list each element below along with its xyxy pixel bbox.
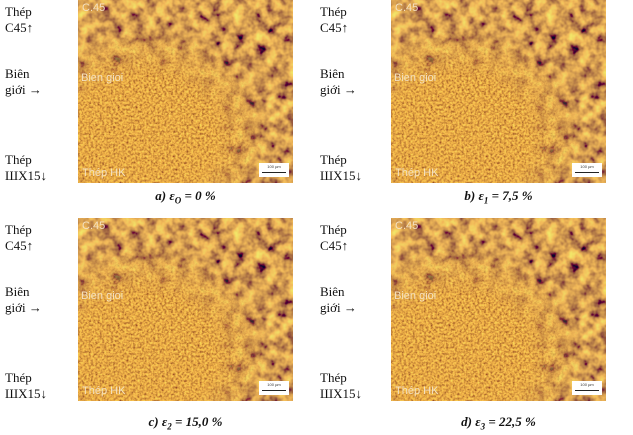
caption-suffix: = 15,0 % (172, 414, 223, 429)
label-boundary: Bien gioi (81, 72, 123, 84)
side-label-line: ШХ15↓ (320, 386, 362, 402)
scale-line (262, 390, 286, 391)
micrograph-texture (391, 218, 606, 401)
micrograph: C.45 Bien gioi Thép HK 100 µm (78, 218, 293, 401)
scale-line (575, 172, 599, 173)
caption-suffix: = 22,5 % (485, 414, 536, 429)
side-label-line: Thép (5, 4, 33, 20)
label-top: C.45 (395, 2, 418, 14)
micrograph: C.45 Bien gioi Thép HK 100 µm (391, 218, 606, 401)
caption-prefix: c) ε (149, 414, 168, 429)
label-bottom: Thép HK (395, 385, 438, 397)
label-boundary: Bien gioi (394, 290, 436, 302)
scale-text: 100 µm (572, 381, 602, 387)
label-boundary: Bien gioi (81, 290, 123, 302)
side-label-line: Biên (320, 66, 357, 82)
side-label-line: Thép (320, 4, 348, 20)
micrograph: C.45 Bien gioi Thép HK 100 µm (78, 0, 293, 183)
label-bottom: Thép HK (395, 167, 438, 179)
side-label-line: Biên (5, 284, 42, 300)
side-label-line: giới → (320, 82, 357, 98)
side-label-line: Biên (5, 66, 42, 82)
scale-bar: 100 µm (259, 381, 289, 395)
scale-bar: 100 µm (572, 163, 602, 177)
caption-prefix: d) ε (461, 414, 480, 429)
label-boundary: Bien gioi (394, 72, 436, 84)
caption-suffix: = 7,5 % (488, 188, 532, 203)
micrograph-texture (78, 218, 293, 401)
label-top: C.45 (82, 2, 105, 14)
side-label-line: giới → (320, 300, 357, 316)
micrograph-texture (78, 0, 293, 183)
side-label-line: C45↑ (320, 238, 348, 254)
micrograph-texture (391, 0, 606, 183)
scale-text: 100 µm (259, 381, 289, 387)
scale-text: 100 µm (572, 163, 602, 169)
side-label-line: C45↑ (5, 20, 33, 36)
caption: c) ε2 = 15,0 % (78, 414, 293, 432)
side-label-line: Thép (5, 222, 33, 238)
side-label-line: ШХ15↓ (5, 386, 47, 402)
caption: b) ε1 = 7,5 % (391, 188, 606, 206)
scale-line (575, 390, 599, 391)
label-top: C.45 (395, 220, 418, 232)
caption: d) ε3 = 22,5 % (391, 414, 606, 432)
side-label-line: Thép (320, 222, 348, 238)
side-label-line: Thép (5, 152, 47, 168)
label-bottom: Thép HK (82, 167, 125, 179)
side-label-line: ШХ15↓ (320, 168, 362, 184)
side-label-line: Thép (320, 152, 362, 168)
figure: ThépC45↑Biêngiới →ThépШХ15↓ C.45Bien gio… (0, 0, 633, 435)
side-label-line: ШХ15↓ (5, 168, 47, 184)
side-label-line: C45↑ (5, 238, 33, 254)
side-label-line: Thép (320, 370, 362, 386)
scale-text: 100 µm (259, 163, 289, 169)
side-label-line: C45↑ (320, 20, 348, 36)
caption-prefix: b) ε (464, 188, 483, 203)
caption-prefix: a) ε (155, 188, 174, 203)
caption: a) εO = 0 % (78, 188, 293, 206)
side-label-line: giới → (5, 300, 42, 316)
side-label-line: giới → (5, 82, 42, 98)
label-bottom: Thép HK (82, 385, 125, 397)
side-label-line: Thép (5, 370, 47, 386)
scale-bar: 100 µm (572, 381, 602, 395)
caption-suffix: = 0 % (181, 188, 216, 203)
side-label-line: Biên (320, 284, 357, 300)
scale-line (262, 172, 286, 173)
micrograph: C.45 Bien gioi Thép HK 100 µm (391, 0, 606, 183)
scale-bar: 100 µm (259, 163, 289, 177)
label-top: C.45 (82, 220, 105, 232)
